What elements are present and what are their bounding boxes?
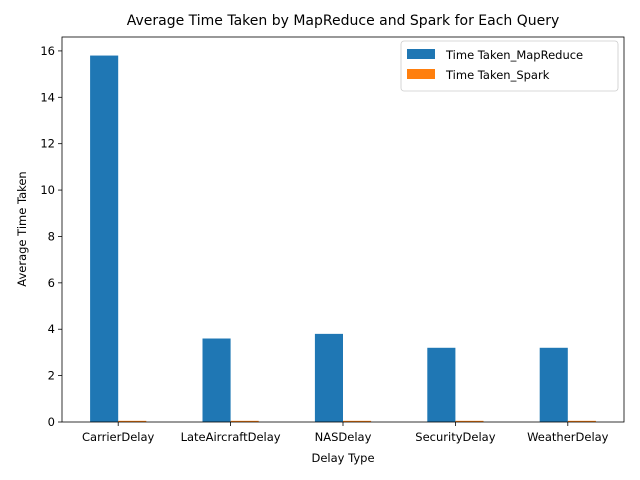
legend-swatch-mapreduce xyxy=(407,49,435,59)
bar-spark-LateAircraftDelay xyxy=(230,420,259,422)
bar-mapreduce-LateAircraftDelay xyxy=(202,338,231,422)
y-tick-label: 6 xyxy=(48,276,55,290)
legend-label-spark: Time Taken_Spark xyxy=(445,68,550,82)
legend-label-mapreduce: Time Taken_MapReduce xyxy=(445,48,583,62)
bar-spark-SecurityDelay xyxy=(455,420,484,422)
bar-mapreduce-NASDelay xyxy=(314,333,343,422)
bar-mapreduce-WeatherDelay xyxy=(539,347,568,422)
bar-mapreduce-SecurityDelay xyxy=(427,347,456,422)
legend-swatch-spark xyxy=(407,69,435,79)
x-tick-label: SecurityDelay xyxy=(415,430,495,444)
y-tick-label: 12 xyxy=(40,137,55,151)
y-tick-label: 10 xyxy=(40,183,55,197)
legend-box xyxy=(400,40,619,92)
y-tick-label: 14 xyxy=(40,90,55,104)
bar-spark-NASDelay xyxy=(343,420,372,422)
y-tick-label: 2 xyxy=(48,369,55,383)
chart-title: Average Time Taken by MapReduce and Spar… xyxy=(127,13,560,29)
y-tick-label: 16 xyxy=(40,44,55,58)
x-tick-label: WeatherDelay xyxy=(527,430,609,444)
legend: Time Taken_MapReduce Time Taken_Spark xyxy=(400,40,619,92)
y-axis-label: Average Time Taken xyxy=(15,171,29,286)
bar-spark-CarrierDelay xyxy=(118,420,147,422)
x-tick-label: NASDelay xyxy=(315,430,372,444)
x-tick-label: LateAircraftDelay xyxy=(181,430,281,444)
x-tick-label: CarrierDelay xyxy=(82,430,155,444)
plot-area: CarrierDelay LateAircraftDelay NASDelay Sec… xyxy=(40,36,625,444)
y-tick-label: 8 xyxy=(48,229,55,243)
y-tick-label: 0 xyxy=(48,415,55,429)
bar-mapreduce-CarrierDelay xyxy=(90,55,119,422)
y-tick-label: 4 xyxy=(48,322,55,336)
bar-spark-WeatherDelay xyxy=(567,420,596,422)
x-axis-label: Delay Type xyxy=(311,451,374,465)
